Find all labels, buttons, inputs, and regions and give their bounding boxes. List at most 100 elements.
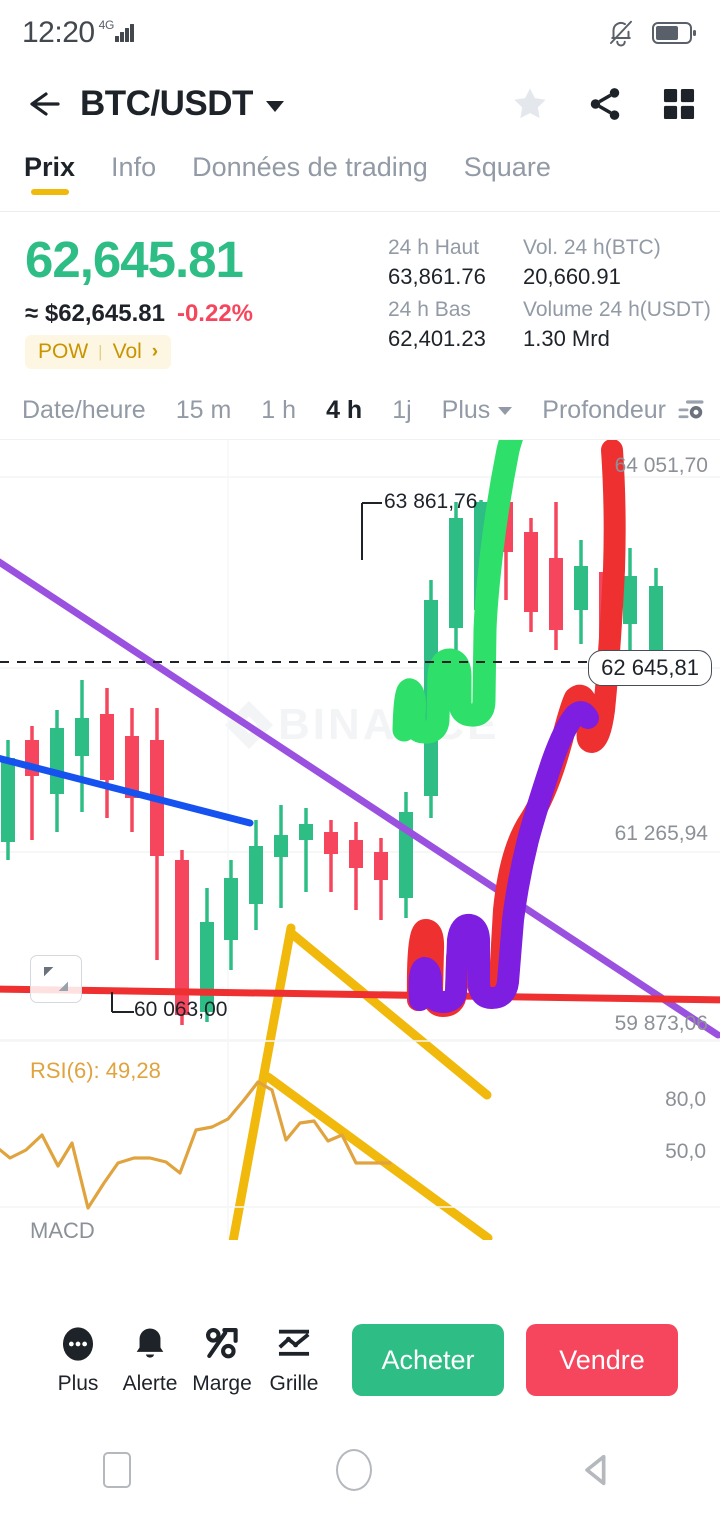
tool-label: Marge [192,1371,252,1395]
tab-active-underline [30,189,69,195]
stat-value: 63,861.76 [388,264,486,289]
chevron-down-icon [498,406,513,415]
percent-arrow-icon [206,1327,238,1358]
stat-value: 1.30 Mrd [523,326,610,351]
chart-canvas [0,440,720,1240]
market-stats: 24 h Haut 63,861.76 Vol. 24 h(BTC) 20,66… [388,236,718,360]
timeframe-1j[interactable]: 1j [392,396,412,424]
purple-projection [408,701,599,1013]
timeframe-date-heure[interactable]: Date/heure [22,396,146,424]
candle [299,808,313,892]
buy-button[interactable]: Acheter [352,1324,504,1396]
macd-label: MACD [30,1218,95,1243]
arrow-left-icon [30,92,60,116]
bottom-toolbar: Plus Alerte Marge [0,1300,720,1420]
chevron-right-icon: › [151,341,159,362]
tab-label: Square [463,152,551,182]
grid-chart-icon [278,1329,310,1356]
tab-donnees-de-trading[interactable]: Données de trading [192,146,428,183]
stat-value: 62,401.23 [388,326,486,351]
rsi-axis-50: 50,0 [665,1140,706,1163]
page-title[interactable]: BTC/USDT [80,84,253,123]
axis-label-1: 64 051,70 [614,454,708,477]
axis-label-3: 61 265,94 [614,822,708,845]
status-bar-left: 12:20 4G [22,16,134,50]
bell-icon [136,1327,164,1358]
stat-value: 20,660.91 [523,264,621,289]
recents-square-icon[interactable] [102,1452,131,1488]
sell-button[interactable]: Vendre [526,1324,678,1396]
rsi-label: RSI(6): 49,28 [30,1058,161,1083]
tab-label: Données de trading [192,152,428,182]
status-time: 12:20 [22,16,95,49]
grid-icon[interactable] [660,85,698,123]
timeframe-plus[interactable]: Plus [442,396,513,425]
tab-square[interactable]: Square [464,146,551,183]
stat-vol-btc: Vol. 24 h(BTC) 20,660.91 [523,236,718,290]
status-bar-right [606,18,698,48]
annotation-low: 60 063,00 [134,998,228,1021]
price-change-percent: -0.22% [176,300,254,327]
candle [324,820,338,892]
stats-row-1: 24 h Haut 63,861.76 Vol. 24 h(BTC) 20,66… [388,236,718,290]
candle [274,805,288,908]
tool-label: Grille [269,1371,319,1395]
share-icon[interactable] [586,85,624,123]
last-price: 62,645.81 [25,231,244,288]
current-price-tag[interactable]: 62 645,81 [588,650,712,686]
tab-label: Info [111,152,157,182]
stat-vol-usdt: Volume 24 h(USDT) 1.30 Mrd [523,298,718,352]
stat-label: Vol. 24 h(BTC) [523,236,661,259]
tool-alerte[interactable]: Alerte [114,1325,186,1396]
candle [524,518,538,632]
rsi-axis-80: 80,0 [665,1088,706,1111]
battery-icon [652,22,696,44]
stats-row-2: 24 h Bas 62,401.23 Volume 24 h(USDT) 1.3… [388,298,718,352]
timeframe-15m[interactable]: 15 m [175,396,232,424]
candle [623,548,637,668]
badge-vol-label: Vol [112,340,142,363]
stat-label: 24 h Haut [388,236,480,259]
back-triangle-icon[interactable] [577,1450,617,1490]
silent-bell-icon [610,20,632,47]
tab-info[interactable]: Info [111,146,156,183]
tab-label: Prix [24,152,76,182]
primary-tabs: Prix Info Données de trading Square [0,146,720,212]
price-summary: 62,645.81 ≈ $62,645.81 -0.22% POW | Vol … [0,222,720,382]
green-projection [392,440,523,744]
freehand-projections [392,440,626,1017]
badge-separator: | [98,342,103,361]
candle [374,838,388,920]
back-button[interactable] [22,82,66,126]
timeframe-1h[interactable]: 1 h [261,396,297,424]
status-badge[interactable]: POW | Vol › [25,335,172,369]
star-icon[interactable] [510,84,550,124]
candle [449,502,463,650]
annotation-leaders [111,502,382,1013]
chevron-down-icon[interactable] [265,101,284,112]
price-chart[interactable]: BINANCE [0,440,720,1240]
tool-label: Plus [57,1371,99,1395]
candle [399,792,413,918]
home-circle-icon[interactable] [335,1449,372,1491]
timeframe-4h[interactable]: 4 h [326,396,363,424]
rsi-chart [0,1040,720,1240]
tool-grille[interactable]: Grille [258,1325,330,1396]
red-support-line [0,985,720,1004]
price-usd-equivalent: ≈ $62,645.81 [25,300,165,327]
candle [574,540,588,644]
chart-settings-icon[interactable] [676,396,706,426]
candle [25,726,39,840]
tool-marge[interactable]: Marge [186,1325,258,1396]
cta-group: Acheter Vendre [352,1324,678,1396]
stat-24h-low: 24 h Bas 62,401.23 [388,298,523,352]
tool-plus[interactable]: Plus [42,1325,114,1396]
blue-trendline [0,754,254,827]
candle [75,680,89,812]
timeframe-profondeur[interactable]: Profondeur [542,396,666,424]
tab-prix[interactable]: Prix [24,146,76,195]
zoom-fit-button[interactable] [30,955,82,1003]
more-dots-icon [62,1326,94,1361]
badge-pow-label: POW [38,340,89,363]
signal-icon [115,22,134,42]
